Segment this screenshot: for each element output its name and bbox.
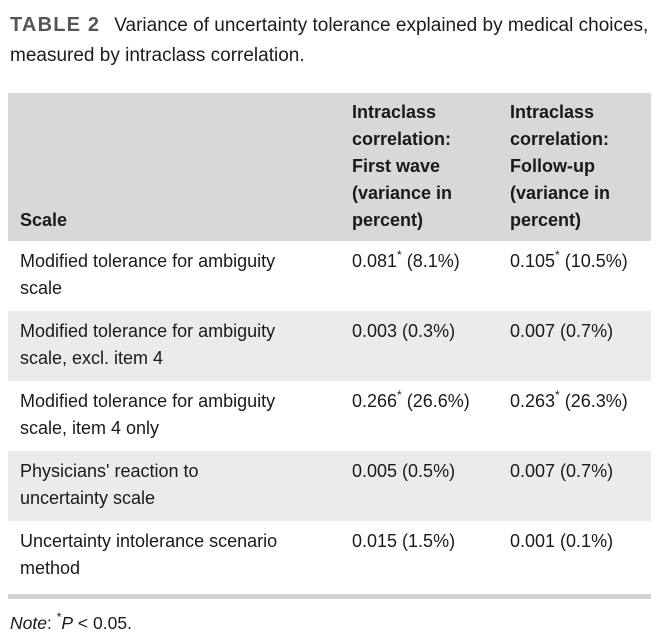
icc-value: 0.007: [510, 461, 556, 481]
table-row: Modified tolerance for ambiguity scale 0.…: [8, 241, 651, 311]
table-body: Modified tolerance for ambiguity scale 0.…: [8, 241, 651, 591]
icc-value: 0.081: [352, 251, 398, 271]
significance-star: *: [397, 388, 402, 402]
significance-star: *: [397, 248, 402, 262]
significance-star: *: [555, 248, 560, 262]
header-scale: Scale: [8, 93, 352, 241]
scale-cell: Modified tolerance for ambiguity scale: [20, 251, 276, 298]
first-wave-cell: 0.266* (26.6%): [352, 381, 510, 451]
icc-percent: (26.3%): [559, 391, 628, 411]
icc-percent: (10.5%): [559, 251, 628, 271]
first-wave-cell: 0.003 (0.3%): [352, 311, 510, 381]
footnote-p: P: [61, 613, 74, 633]
icc-value: 0.266: [352, 391, 398, 411]
icc-value: 0.007: [510, 321, 556, 341]
first-wave-cell: 0.015 (1.5%): [352, 521, 510, 591]
first-wave-cell: 0.005 (0.5%): [352, 451, 510, 521]
header-follow-up: Intraclass correlation: Follow-up (varia…: [510, 93, 651, 241]
significance-star: *: [555, 388, 560, 402]
icc-percent: (0.1%): [555, 531, 614, 551]
scale-cell: Modified tolerance for ambiguity scale, …: [20, 391, 276, 438]
icc-value: 0.003: [352, 321, 398, 341]
footnote: Note: *P < 0.05.: [10, 610, 666, 634]
table-bottom-rule: [8, 594, 651, 599]
footnote-note-word: Note: [10, 613, 47, 633]
follow-up-cell: 0.263* (26.3%): [510, 381, 651, 451]
icc-value: 0.105: [510, 251, 556, 271]
follow-up-cell: 0.001 (0.1%): [510, 521, 651, 591]
table-row: Modified tolerance for ambiguity scale, …: [8, 311, 651, 381]
footnote-colon: :: [46, 613, 57, 633]
table-caption-label: TABLE 2: [10, 14, 101, 36]
table-row: Physicians' reaction to uncertainty scal…: [8, 451, 651, 521]
icc-table: Scale Intraclass correlation: First wave…: [8, 93, 651, 591]
follow-up-cell: 0.007 (0.7%): [510, 451, 651, 521]
footnote-star: *: [56, 610, 62, 625]
follow-up-cell: 0.007 (0.7%): [510, 311, 651, 381]
icc-percent: (0.7%): [555, 461, 614, 481]
icc-value: 0.001: [510, 531, 556, 551]
icc-value: 0.015: [352, 531, 398, 551]
icc-value: 0.263: [510, 391, 556, 411]
icc-percent: (1.5%): [397, 531, 456, 551]
first-wave-cell: 0.081* (8.1%): [352, 241, 510, 311]
scale-cell: Physicians' reaction to uncertainty scal…: [8, 451, 352, 521]
icc-percent: (0.5%): [397, 461, 456, 481]
table-row: Modified tolerance for ambiguity scale, …: [8, 381, 651, 451]
footnote-threshold: < 0.05.: [73, 613, 132, 633]
follow-up-cell: 0.105* (10.5%): [510, 241, 651, 311]
table-row: Uncertainty intolerance scenario method 0…: [8, 521, 651, 591]
header-first-wave: Intraclass correlation: First wave (vari…: [352, 93, 510, 241]
table-caption-text: Variance of uncertainty tolerance explai…: [10, 15, 649, 66]
icc-percent: (0.7%): [555, 321, 614, 341]
icc-percent: (0.3%): [397, 321, 456, 341]
icc-percent: (26.6%): [401, 391, 470, 411]
icc-percent: (8.1%): [401, 251, 460, 271]
scale-cell: Modified tolerance for ambiguity scale, …: [8, 311, 352, 381]
table-caption: TABLE 2 Variance of uncertainty tolerance…: [10, 10, 654, 71]
scale-cell: Uncertainty intolerance scenario method: [20, 531, 278, 578]
icc-value: 0.005: [352, 461, 398, 481]
header-row: Scale Intraclass correlation: First wave…: [8, 93, 651, 241]
